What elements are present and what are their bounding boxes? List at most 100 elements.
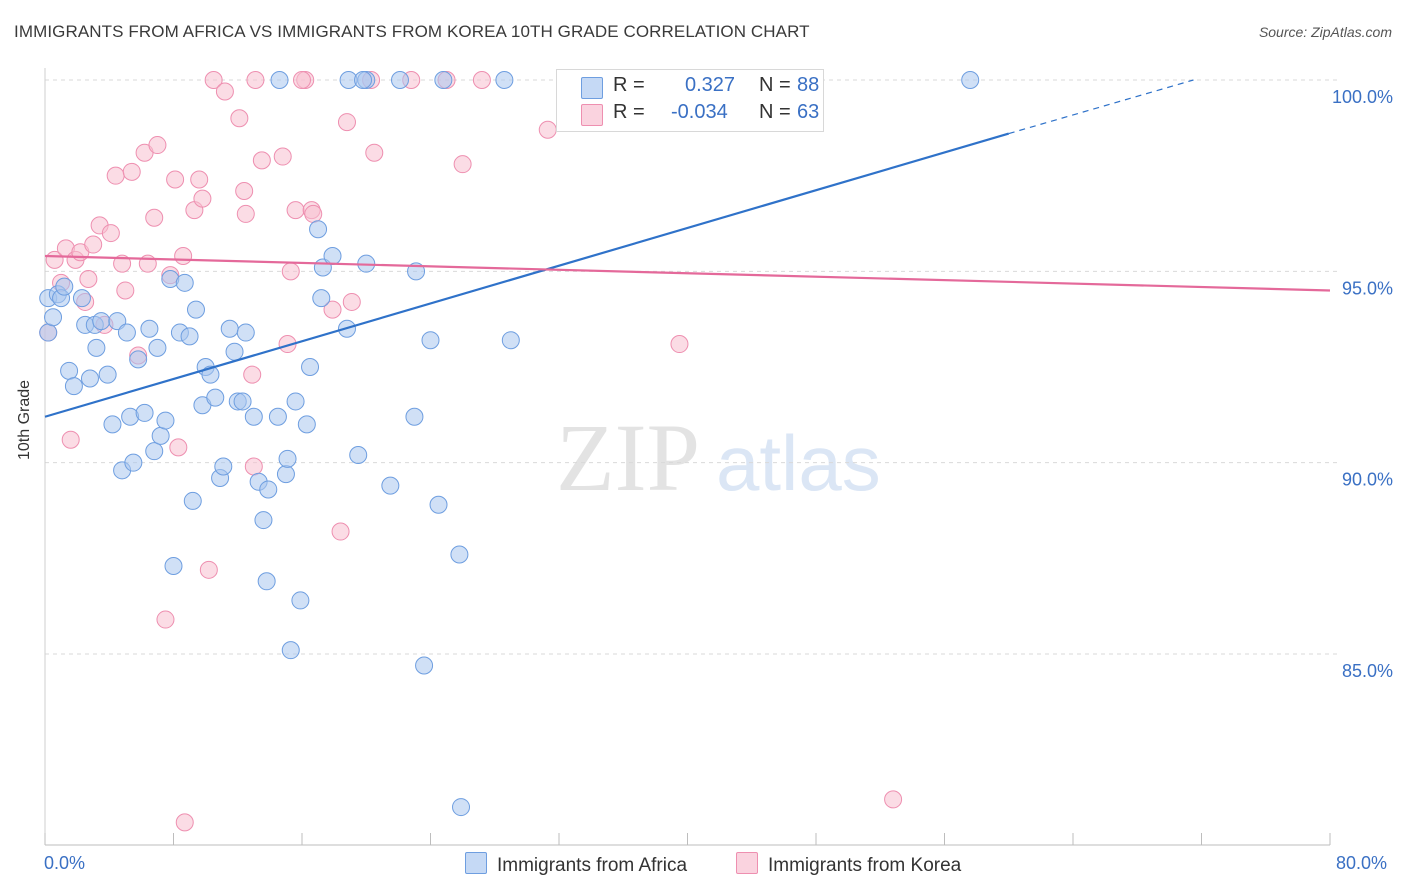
korea-point xyxy=(365,143,384,162)
y-axis-label: 10th Grade xyxy=(16,379,33,460)
korea-point xyxy=(175,813,194,832)
africa-point xyxy=(214,457,233,476)
africa-point xyxy=(278,449,297,468)
africa-point xyxy=(270,71,289,89)
korea-r-label: R = xyxy=(613,101,645,123)
africa-point xyxy=(405,407,424,426)
africa-point xyxy=(180,327,199,346)
korea-point xyxy=(193,189,212,208)
africa-point xyxy=(236,323,255,342)
africa-r-value: 0.327 xyxy=(685,74,736,96)
korea-trend-line xyxy=(44,254,1331,292)
africa-point xyxy=(450,545,469,564)
africa-point xyxy=(55,277,74,296)
africa-n-value: 88 xyxy=(797,74,820,96)
africa-point xyxy=(156,411,175,430)
gridlines xyxy=(45,79,1338,655)
africa-point xyxy=(276,465,295,484)
africa-point xyxy=(87,338,106,357)
korea-point xyxy=(281,262,300,281)
korea-point xyxy=(215,82,234,101)
africa-point xyxy=(135,403,154,422)
korea-point xyxy=(113,254,132,273)
africa-point xyxy=(291,591,310,610)
africa-point xyxy=(124,453,143,472)
africa-point xyxy=(164,556,183,575)
bottom-legend-korea: Immigrants from Korea xyxy=(736,852,961,877)
africa-point xyxy=(268,407,287,426)
korea-point xyxy=(84,235,103,254)
y-tick-label-95: 95.0% xyxy=(1342,278,1393,298)
bottom-korea-swatch xyxy=(736,852,758,874)
africa-point xyxy=(301,358,320,376)
y-tick-labels: 85.0% 90.0% 95.0% 100.0% xyxy=(1332,87,1393,681)
y-tick-label-85: 85.0% xyxy=(1342,661,1393,681)
chart-title: IMMIGRANTS FROM AFRICA VS IMMIGRANTS FRO… xyxy=(14,22,810,41)
korea-point xyxy=(337,113,356,132)
africa-point xyxy=(117,323,136,342)
x-tick-label-max: 80.0% xyxy=(1336,853,1388,873)
korea-r-value: -0.034 xyxy=(671,101,728,123)
africa-swatch xyxy=(581,77,603,99)
africa-point xyxy=(354,71,373,89)
africa-point xyxy=(148,338,167,357)
korea-n-label: N = xyxy=(759,101,791,123)
africa-point xyxy=(434,71,453,89)
korea-swatch xyxy=(581,104,603,126)
korea-point xyxy=(148,136,167,155)
korea-point xyxy=(286,201,305,220)
africa-point xyxy=(108,312,127,331)
africa-point xyxy=(415,656,434,675)
africa-point xyxy=(257,572,276,591)
africa-point xyxy=(225,342,244,361)
africa-point xyxy=(80,369,99,388)
africa-point xyxy=(259,480,278,499)
source-credit: Source: ZipAtlas.com xyxy=(1258,24,1392,40)
africa-point xyxy=(39,323,58,342)
bottom-legend-africa: Immigrants from Africa xyxy=(465,852,687,877)
africa-r-label: R = xyxy=(613,74,645,96)
korea-point xyxy=(304,204,323,223)
africa-point xyxy=(145,442,164,461)
korea-point xyxy=(236,204,255,223)
africa-point xyxy=(140,319,159,338)
africa-point xyxy=(151,426,170,445)
africa-point xyxy=(495,71,514,89)
korea-point xyxy=(670,335,689,354)
korea-point xyxy=(293,71,311,89)
korea-point xyxy=(252,151,271,170)
korea-point xyxy=(174,247,193,266)
africa-point xyxy=(98,365,117,384)
bottom-korea-label: Immigrants from Korea xyxy=(768,855,962,876)
trend-lines xyxy=(44,79,1331,418)
korea-point xyxy=(244,457,263,476)
korea-point xyxy=(235,181,254,200)
x-tick-label-min: 0.0% xyxy=(44,853,86,873)
korea-point xyxy=(323,300,342,319)
africa-point xyxy=(186,300,205,319)
korea-point xyxy=(884,790,903,809)
africa-point xyxy=(429,495,448,514)
korea-point xyxy=(79,269,98,288)
africa-point xyxy=(254,511,273,530)
africa-point xyxy=(220,319,239,338)
axes xyxy=(44,68,1331,846)
korea-point xyxy=(331,522,350,541)
africa-point xyxy=(281,641,300,660)
korea-n-value: 63 xyxy=(797,101,820,123)
africa-point xyxy=(44,308,63,327)
korea-point xyxy=(166,170,185,189)
africa-point xyxy=(183,491,202,510)
bottom-africa-label: Immigrants from Africa xyxy=(497,855,688,876)
korea-point xyxy=(122,162,141,181)
korea-point xyxy=(273,147,292,166)
africa-point xyxy=(64,377,83,396)
africa-point xyxy=(175,273,194,292)
korea-point xyxy=(106,166,125,185)
y-tick-label-100: 100.0% xyxy=(1332,87,1393,107)
africa-point xyxy=(961,71,980,89)
y-tick-label-90: 90.0% xyxy=(1342,470,1393,490)
africa-point xyxy=(72,289,91,308)
africa-point xyxy=(312,289,331,308)
